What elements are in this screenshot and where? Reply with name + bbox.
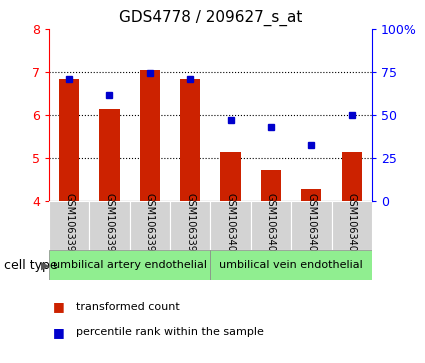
Bar xyxy=(261,171,281,201)
Bar xyxy=(130,201,170,250)
Text: GSM1063398: GSM1063398 xyxy=(145,193,155,258)
Bar xyxy=(210,250,372,280)
Text: cell type: cell type xyxy=(4,259,58,272)
Bar xyxy=(99,109,119,201)
Text: GSM1063408: GSM1063408 xyxy=(347,193,357,258)
Bar xyxy=(342,152,362,201)
Bar xyxy=(332,201,372,250)
Bar xyxy=(89,201,130,250)
Text: umbilical vein endothelial: umbilical vein endothelial xyxy=(219,260,363,270)
Text: transformed count: transformed count xyxy=(76,302,180,312)
Text: percentile rank within the sample: percentile rank within the sample xyxy=(76,327,264,337)
Bar xyxy=(221,152,241,201)
Text: GSM1063396: GSM1063396 xyxy=(64,193,74,258)
Text: umbilical artery endothelial: umbilical artery endothelial xyxy=(53,260,207,270)
Bar xyxy=(59,79,79,201)
Text: GSM1063397: GSM1063397 xyxy=(105,193,114,258)
Text: ■: ■ xyxy=(53,326,65,339)
Text: GSM1063405: GSM1063405 xyxy=(226,193,235,258)
Bar xyxy=(140,70,160,201)
Bar xyxy=(291,201,332,250)
Bar xyxy=(49,250,210,280)
Bar xyxy=(170,201,210,250)
Bar xyxy=(251,201,291,250)
Title: GDS4778 / 209627_s_at: GDS4778 / 209627_s_at xyxy=(119,10,302,26)
Text: ■: ■ xyxy=(53,300,65,313)
Bar xyxy=(210,201,251,250)
Bar xyxy=(49,201,89,250)
Bar xyxy=(301,188,321,201)
Text: ▶: ▶ xyxy=(41,260,50,270)
Text: GSM1063399: GSM1063399 xyxy=(185,193,195,258)
Bar xyxy=(180,79,200,201)
Text: GSM1063406: GSM1063406 xyxy=(266,193,276,258)
Text: GSM1063407: GSM1063407 xyxy=(306,193,316,258)
